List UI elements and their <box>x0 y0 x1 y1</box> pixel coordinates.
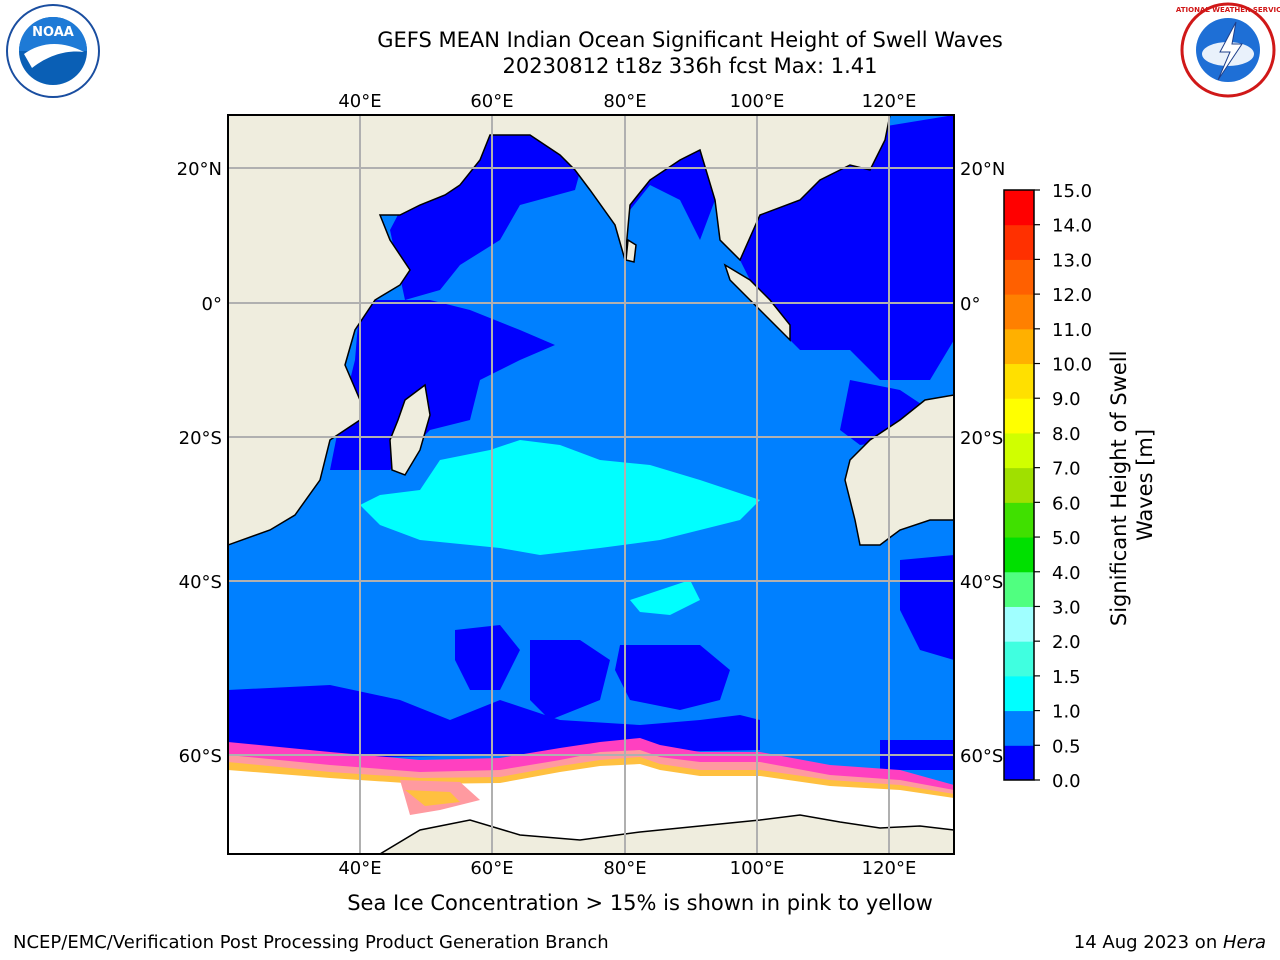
colorbar-segment <box>1004 467 1034 503</box>
lat-label-left: 0° <box>202 294 222 315</box>
colorbar-label: Significant Height of Swell Waves [m] <box>1107 344 1157 626</box>
lat-label-right: 40°S <box>960 572 1003 593</box>
colorbar-tick-label: 3.0 <box>1052 597 1081 618</box>
colorbar-segment <box>1004 398 1034 434</box>
lat-label-left: 20°S <box>179 428 222 449</box>
colorbar-tick-label: 10.0 <box>1052 355 1092 376</box>
colorbar-segment <box>1004 190 1034 226</box>
colorbar-tick-label: 7.0 <box>1052 459 1081 480</box>
colorbar-frame <box>1003 189 1035 781</box>
colorbar-tick-label: 14.0 <box>1052 216 1092 237</box>
map-field <box>228 115 954 854</box>
colorbar-tick-label: 13.0 <box>1052 250 1092 271</box>
plot-subtitle: 20230812 t18z 336h fcst Max: 1.41 <box>502 54 878 78</box>
nws-logo-text: NATIONAL WEATHER SERVICE <box>1176 6 1280 14</box>
nws-logo: NATIONAL WEATHER SERVICE <box>1176 2 1280 98</box>
colorbar-segment <box>1004 641 1034 677</box>
colorbar-tick-label: 6.0 <box>1052 493 1081 514</box>
colorbar-tick-label: 0.0 <box>1052 771 1081 792</box>
ocean-swell-high <box>360 440 760 615</box>
colorbar-segment <box>1004 294 1034 330</box>
lat-label-left: 20°N <box>177 159 222 180</box>
colorbar: 0.0 0.5 1.0 1.5 2.0 3.0 4.0 5.0 6.0 7.0 8.0 9.0 10.0… <box>1003 181 1092 792</box>
colorbar-segment <box>1004 224 1034 260</box>
noaa-logo-text: NOAA <box>32 25 74 40</box>
colorbar-tick-label: 4.0 <box>1052 563 1081 584</box>
colorbar-tick-label: 11.0 <box>1052 320 1092 341</box>
lon-label-top: 120°E <box>862 91 917 112</box>
credit-branch: NCEP/EMC/Verification Post Processing Pr… <box>13 932 609 953</box>
lat-label-right: 60°S <box>960 746 1003 767</box>
lat-label-right: 20°S <box>960 428 1003 449</box>
colorbar-segment <box>1004 432 1034 469</box>
colorbar-tick-label: 2.0 <box>1052 632 1081 653</box>
colorbar-segment <box>1004 328 1034 365</box>
lon-label-top: 60°E <box>470 91 513 112</box>
lat-label-left: 40°S <box>179 572 222 593</box>
colorbar-tick-label: 8.0 <box>1052 424 1081 445</box>
credit-date-host: 14 Aug 2023 on Hera <box>1074 932 1266 953</box>
colorbar-segment <box>1004 259 1034 295</box>
colorbar-tick-label: 15.0 <box>1052 181 1092 202</box>
colorbar-tick-label: 5.0 <box>1052 528 1081 549</box>
lat-label-right: 20°N <box>960 159 1005 180</box>
lat-label-right: 0° <box>960 294 980 315</box>
lon-label-top: 100°E <box>730 91 785 112</box>
sea-ice-note: Sea Ice Concentration > 15% is shown in … <box>347 891 933 915</box>
colorbar-segment <box>1004 502 1034 538</box>
plot-title: GEFS MEAN Indian Ocean Significant Heigh… <box>377 28 1003 52</box>
map-frame <box>227 114 955 855</box>
lon-label-bottom: 40°E <box>338 858 381 879</box>
colorbar-segment <box>1004 606 1034 642</box>
lon-label-bottom: 60°E <box>470 858 513 879</box>
noaa-logo: NOAA <box>6 4 100 98</box>
credit-date: 14 Aug 2023 on <box>1073 932 1223 953</box>
lon-label-top: 40°E <box>338 91 381 112</box>
colorbar-segment <box>1004 571 1034 607</box>
lon-label-bottom: 120°E <box>862 858 917 879</box>
colorbar-segment <box>1004 675 1034 712</box>
lon-label-bottom: 80°E <box>603 858 646 879</box>
colorbar-segment <box>1004 745 1034 781</box>
land-masses <box>228 115 954 854</box>
colorbar-tick-label: 12.0 <box>1052 285 1092 306</box>
colorbar-segment <box>1004 710 1034 746</box>
lon-label-top: 80°E <box>603 91 646 112</box>
colorbar-tick-label: 0.5 <box>1052 736 1081 757</box>
colorbar-tick-label: 1.0 <box>1052 702 1081 723</box>
lat-label-left: 60°S <box>179 746 222 767</box>
colorbar-segment <box>1004 363 1034 399</box>
credit-host: Hera <box>1222 932 1266 953</box>
lon-label-bottom: 100°E <box>730 858 785 879</box>
colorbar-segment <box>1004 537 1034 573</box>
colorbar-tick-label: 9.0 <box>1052 389 1081 410</box>
colorbar-tick-label: 1.5 <box>1052 667 1081 688</box>
map-gridlines <box>228 115 954 854</box>
